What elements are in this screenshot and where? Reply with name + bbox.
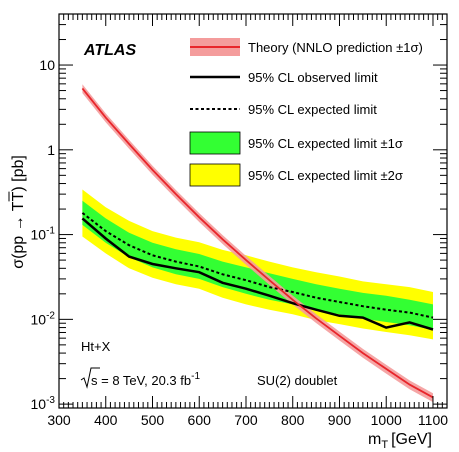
y-tick-label: 10-2 bbox=[31, 310, 56, 327]
energy-lumi-text: s = 8 TeV, 20.3 fb-1 bbox=[91, 371, 200, 388]
legend-entry-expected: 95% CL expected limit bbox=[190, 102, 377, 117]
expected-limit-line bbox=[81, 212, 434, 319]
y-axis-label: σ(pp → TT) [pb] bbox=[10, 155, 27, 269]
legend-label-2sigma: 95% CL expected limit ±2σ bbox=[248, 168, 403, 183]
legend-entry-1sigma: 95% CL expected limit ±1σ bbox=[189, 131, 403, 155]
plot-frame bbox=[58, 13, 448, 409]
y-tick-label: 10-1 bbox=[31, 226, 56, 243]
x-tick-label: 1000 bbox=[371, 412, 402, 428]
legend-swatch-2sigma bbox=[189, 163, 241, 187]
legend-label-observed: 95% CL observed limit bbox=[248, 70, 378, 85]
y-tick-label: 10-3 bbox=[31, 395, 56, 412]
process-label: Ht+X bbox=[81, 339, 111, 354]
limit-lines bbox=[81, 87, 434, 399]
x-tick-label: 400 bbox=[94, 412, 118, 428]
sqrt-symbol bbox=[80, 367, 100, 389]
legend: Theory (NNLO prediction ±1σ) 95% CL obse… bbox=[189, 38, 423, 187]
x-tick-label: 900 bbox=[328, 412, 352, 428]
x-tick-label: 1100 bbox=[418, 412, 448, 428]
x-axis-label: mT [GeV] bbox=[368, 431, 432, 451]
band-1sigma bbox=[82, 200, 434, 330]
x-tick-label: 800 bbox=[281, 412, 305, 428]
theory-line bbox=[81, 87, 434, 399]
observed-limit-line bbox=[81, 217, 434, 331]
legend-entry-theory: Theory (NNLO prediction ±1σ) bbox=[190, 38, 423, 56]
experiment-label: ATLAS bbox=[83, 42, 136, 59]
axis-ticks: 300 400 500 600 700 800 900 1000 1100 10-3 10-2 10-… bbox=[31, 13, 448, 428]
legend-entry-observed: 95% CL observed limit bbox=[190, 70, 378, 85]
x-tick-label: 700 bbox=[234, 412, 258, 428]
y-tick-label: 10 bbox=[39, 57, 55, 73]
x-tick-label: 300 bbox=[47, 412, 71, 428]
x-tick-label: 600 bbox=[188, 412, 212, 428]
legend-label-1sigma: 95% CL expected limit ±1σ bbox=[248, 136, 403, 151]
legend-entry-2sigma: 95% CL expected limit ±2σ bbox=[189, 163, 403, 187]
model-label: SU(2) doublet bbox=[257, 373, 338, 388]
y-tick-label: 1 bbox=[47, 142, 55, 158]
legend-label-theory: Theory (NNLO prediction ±1σ) bbox=[248, 40, 423, 55]
legend-swatch-1sigma bbox=[189, 131, 241, 155]
x-tick-label: 500 bbox=[141, 412, 165, 428]
expected-limit-bands bbox=[82, 189, 434, 340]
energy-lumi-label: s = 8 TeV, 20.3 fb-1 bbox=[80, 367, 200, 389]
legend-label-expected: 95% CL expected limit bbox=[248, 102, 377, 117]
